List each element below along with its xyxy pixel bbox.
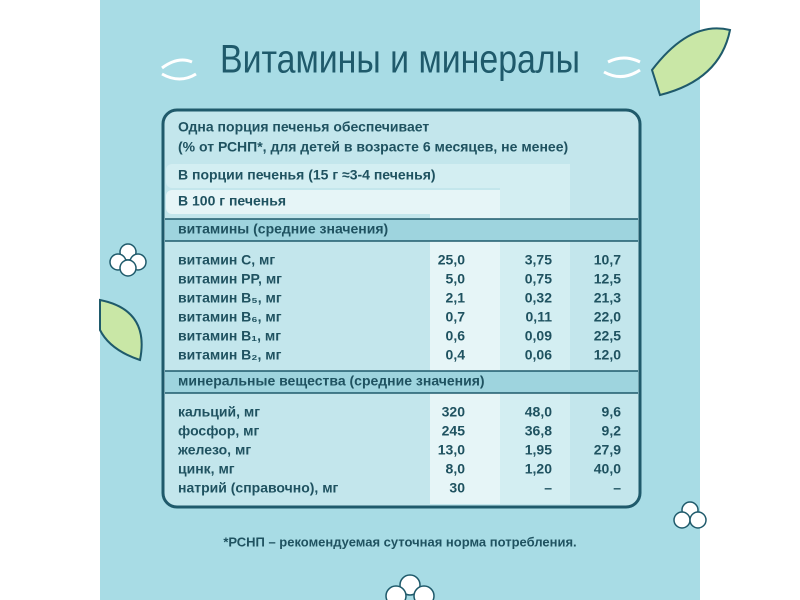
cell-value: 25,0 [438, 252, 465, 268]
row-label: фосфор, мг [178, 423, 260, 439]
cell-value: 13,0 [438, 442, 465, 458]
cell-value: 0,06 [525, 347, 552, 363]
column-shade [430, 190, 500, 504]
header-text: В 100 г печенья [178, 193, 286, 209]
flower [109, 243, 147, 277]
cell-value: 2,1 [446, 290, 466, 306]
section-title: минеральные вещества (средние значения) [178, 373, 485, 389]
swirl [161, 58, 197, 81]
cell-value: 12,5 [594, 271, 621, 287]
row-label: витамин B₅, мг [178, 290, 282, 306]
cell-value: 22,0 [594, 309, 621, 325]
cell-value: 21,3 [594, 290, 621, 306]
cell-value: 22,5 [594, 328, 621, 344]
swirl [603, 56, 641, 78]
cell-value: 0,7 [446, 309, 466, 325]
row-label: витамин C, мг [178, 252, 275, 268]
cell-value: 30 [449, 480, 465, 496]
cell-value: – [544, 480, 552, 496]
section-band [165, 219, 638, 241]
cell-value: 245 [442, 423, 466, 439]
cell-value: 12,0 [594, 347, 621, 363]
cell-value: 27,9 [594, 442, 621, 458]
leaf [650, 27, 732, 97]
flower [385, 574, 435, 600]
row-label: витамин B₂, мг [178, 347, 282, 363]
cell-value: 3,75 [525, 252, 552, 268]
row-label: витамин B₁, мг [178, 328, 281, 344]
header-band [166, 190, 500, 214]
header-band [166, 164, 570, 188]
footnote: *РСНП – рекомендуемая суточная норма пот… [223, 534, 576, 549]
row-label: витамин PP, мг [178, 271, 282, 287]
header-text: Одна порция печенья обеспечивает [178, 119, 429, 135]
cell-value: 5,0 [446, 271, 466, 287]
row-label: железо, мг [177, 442, 251, 458]
table-content: Одна порция печенья обеспечивает (% от РС… [165, 119, 638, 496]
row-label: витамин B₆, мг [178, 309, 282, 325]
row-label: цинк, мг [178, 461, 235, 477]
cell-value: – [613, 480, 621, 496]
section-band [165, 371, 638, 393]
cell-value: 36,8 [525, 423, 552, 439]
header-text: (% от РСНП*, для детей в возрасте 6 меся… [178, 139, 568, 155]
cell-value: 320 [442, 404, 466, 420]
cell-value: 10,7 [594, 252, 621, 268]
cell-value: 0,11 [526, 309, 553, 325]
header-text: В порции печенья (15 г ≈3-4 печенья) [178, 167, 436, 183]
leaf [99, 298, 143, 362]
cell-value: 0,09 [525, 328, 552, 344]
cell-value: 9,2 [602, 423, 622, 439]
cell-value: 1,20 [525, 461, 552, 477]
row-label: натрий (справочно), мг [178, 480, 339, 496]
cell-value: 8,0 [446, 461, 466, 477]
cell-value: 9,6 [602, 404, 622, 420]
row-label: кальций, мг [178, 404, 260, 420]
section-title: витамины (средние значения) [178, 221, 388, 237]
cell-value: 1,95 [525, 442, 552, 458]
title: Витамины и минералы [220, 38, 580, 82]
cell-value: 0,32 [525, 290, 552, 306]
cell-value: 48,0 [525, 404, 552, 420]
cell-value: 0,6 [446, 328, 466, 344]
cell-value: 0,75 [525, 271, 552, 287]
cell-value: 0,4 [446, 347, 466, 363]
flower [673, 501, 707, 529]
cell-value: 40,0 [594, 461, 621, 477]
